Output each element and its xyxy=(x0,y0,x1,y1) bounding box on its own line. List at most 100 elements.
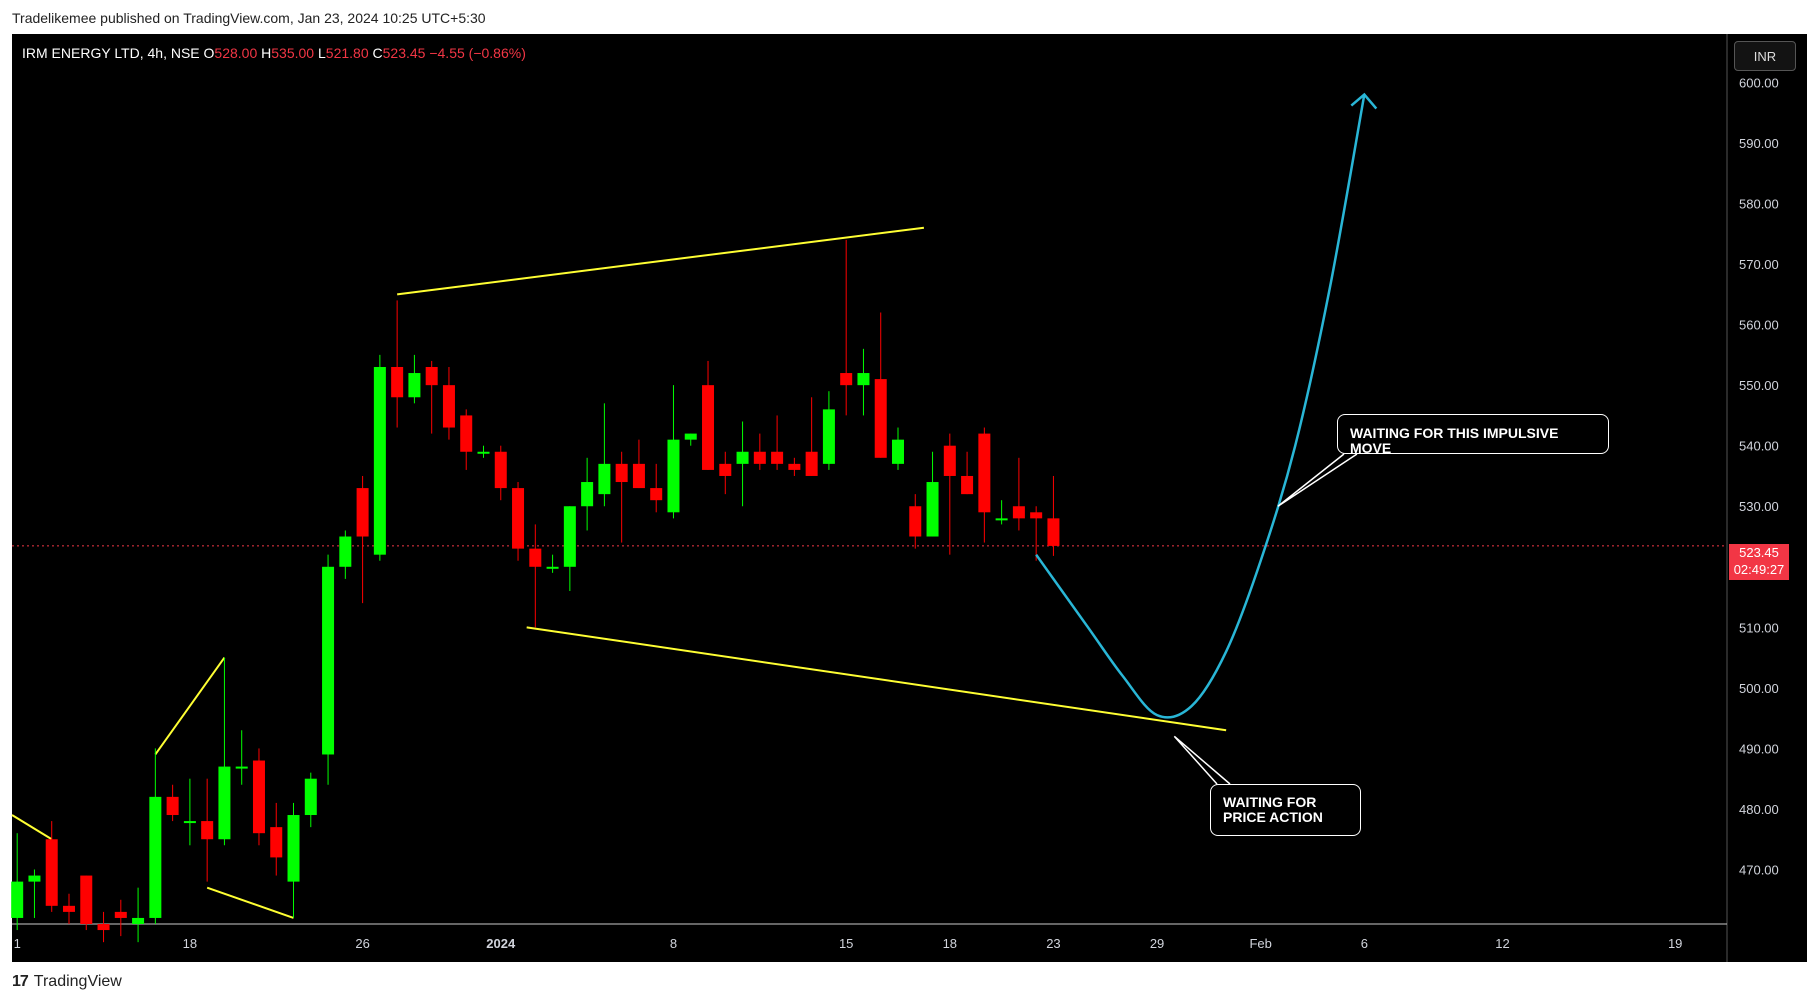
x-tick-label: 15 xyxy=(839,936,853,951)
candle-body xyxy=(840,373,853,386)
y-tick-label: 560.00 xyxy=(1739,318,1779,333)
candle-body xyxy=(598,463,611,495)
low-label: L xyxy=(317,45,326,61)
y-tick-label: 550.00 xyxy=(1739,378,1779,393)
candle-body xyxy=(304,778,317,816)
candle-body xyxy=(270,827,283,858)
last-price-value: 523.45 xyxy=(1739,545,1779,560)
symbol-name: IRM ENERGY LTD, 4h, NSE xyxy=(22,45,200,61)
candle-body xyxy=(1030,512,1043,519)
y-tick-label: 540.00 xyxy=(1739,439,1779,454)
candle-body xyxy=(857,373,870,386)
candle-body xyxy=(494,451,507,489)
candle-body xyxy=(1012,506,1025,519)
candle-body xyxy=(771,451,784,464)
candle-body xyxy=(719,463,732,476)
price-action-callout-pointer xyxy=(1173,735,1231,785)
x-tick-label: 29 xyxy=(1150,936,1164,951)
candle-body xyxy=(166,796,179,816)
y-tick-label: 570.00 xyxy=(1739,257,1779,272)
projection-arrowhead xyxy=(1350,92,1378,110)
projection-curve xyxy=(1035,94,1366,719)
x-tick-label: 19 xyxy=(1668,936,1682,951)
tradingview-logo-text: TradingView xyxy=(33,973,122,990)
candle-body xyxy=(546,566,559,569)
candle-body xyxy=(667,439,680,513)
symbol-legend: IRM ENERGY LTD, 4h, NSE O528.00 H535.00 … xyxy=(22,45,526,61)
candle-body xyxy=(874,379,887,458)
candle-body xyxy=(529,548,542,567)
impulse-callout-pointer xyxy=(1277,453,1358,507)
price-action-callout: WAITING FOR PRICE ACTION xyxy=(1210,784,1361,836)
candle-body xyxy=(891,439,904,464)
candle-body xyxy=(753,451,766,464)
candle-body xyxy=(943,445,956,476)
candle-body xyxy=(132,917,145,924)
candle-body xyxy=(218,766,231,840)
price-action-line1: WAITING FOR xyxy=(1223,794,1317,810)
bar-countdown: 02:49:27 xyxy=(1733,562,1785,577)
candle-body xyxy=(650,488,663,501)
candle-body xyxy=(909,506,922,537)
trendline xyxy=(526,626,1227,732)
y-tick-label: 600.00 xyxy=(1739,75,1779,90)
candle-body xyxy=(149,796,162,918)
tradingview-logo: 17 TradingView xyxy=(12,973,122,991)
candle-body xyxy=(373,366,386,555)
candle-body xyxy=(632,463,645,489)
x-tick-label: 18 xyxy=(183,936,197,951)
candle-body xyxy=(287,815,300,882)
candle-body xyxy=(442,385,455,428)
currency-button[interactable]: INR xyxy=(1734,41,1796,71)
x-tick-label: 12 xyxy=(1495,936,1509,951)
candle-body xyxy=(805,451,818,476)
x-tick-label: 1 xyxy=(14,936,21,951)
x-tick-label: 26 xyxy=(355,936,369,951)
candle-body xyxy=(391,366,404,398)
impulse-callout: WAITING FOR THIS IMPULSIVE MOVE xyxy=(1337,414,1609,456)
candle-body xyxy=(45,839,58,906)
candle-body xyxy=(62,905,75,912)
candle-body xyxy=(995,518,1008,521)
y-tick-label: 580.00 xyxy=(1739,197,1779,212)
low-value: 521.80 xyxy=(325,45,369,61)
trendline xyxy=(206,886,294,919)
x-tick-label: 6 xyxy=(1361,936,1368,951)
tradingview-logo-icon: 17 xyxy=(12,973,29,990)
x-tick-label: 23 xyxy=(1046,936,1060,951)
candle-body xyxy=(1047,518,1060,546)
candle-body xyxy=(684,433,697,440)
candle-body xyxy=(978,433,991,513)
candle-body xyxy=(252,760,265,834)
y-tick-label: 590.00 xyxy=(1739,136,1779,151)
y-tick-label: 470.00 xyxy=(1739,863,1779,878)
last-price-tag: 523.45 02:49:27 xyxy=(1729,544,1789,580)
price-action-line2: PRICE ACTION xyxy=(1223,809,1323,825)
trendline xyxy=(154,657,226,756)
high-value: 535.00 xyxy=(271,45,315,61)
candle-body xyxy=(114,911,127,918)
candle-body xyxy=(581,482,594,507)
candle-body xyxy=(961,475,974,495)
candle-body xyxy=(736,451,749,464)
candle-body xyxy=(425,366,438,386)
candle-body xyxy=(926,482,939,537)
open-value: 528.00 xyxy=(214,45,258,61)
candle-body xyxy=(788,463,801,470)
x-tick-label: 18 xyxy=(943,936,957,951)
close-label: C xyxy=(372,45,383,61)
y-tick-label: 530.00 xyxy=(1739,499,1779,514)
candle-body xyxy=(183,821,196,824)
high-label: H xyxy=(261,45,272,61)
publisher-line: Tradelikemee published on TradingView.co… xyxy=(12,10,486,26)
y-tick-label: 500.00 xyxy=(1739,681,1779,696)
candle-body xyxy=(702,385,715,470)
candle-body xyxy=(563,506,576,567)
y-tick-label: 510.00 xyxy=(1739,620,1779,635)
candle-body xyxy=(356,488,369,537)
candle-body xyxy=(822,409,835,464)
trendline xyxy=(397,226,925,296)
candle-body xyxy=(477,451,490,454)
candle-body xyxy=(322,566,335,755)
